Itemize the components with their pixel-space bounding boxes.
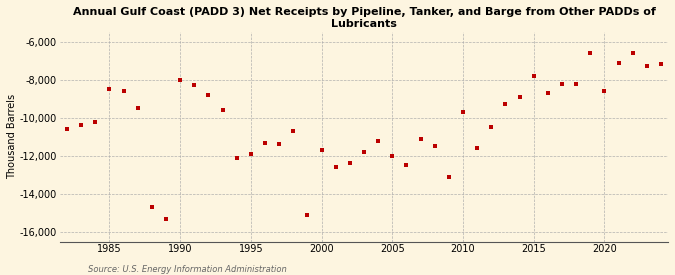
Point: [104, 87, 115, 91]
Point: [529, 74, 539, 78]
Point: [344, 161, 355, 166]
Point: [118, 89, 129, 93]
Point: [429, 144, 440, 148]
Point: [585, 51, 595, 55]
Point: [246, 152, 256, 156]
Point: [627, 51, 638, 55]
Point: [330, 165, 341, 169]
Point: [500, 102, 511, 107]
Point: [61, 127, 72, 131]
Point: [217, 108, 228, 112]
Point: [543, 91, 554, 95]
Point: [47, 167, 58, 171]
Point: [189, 83, 200, 88]
Point: [486, 125, 497, 130]
Point: [232, 156, 242, 160]
Point: [90, 119, 101, 124]
Point: [599, 89, 610, 93]
Point: [387, 154, 398, 158]
Point: [557, 81, 568, 86]
Point: [655, 62, 666, 67]
Point: [316, 148, 327, 152]
Point: [514, 95, 525, 99]
Point: [641, 64, 652, 68]
Point: [132, 106, 143, 111]
Point: [260, 140, 271, 145]
Point: [458, 110, 468, 114]
Point: [358, 150, 369, 154]
Title: Annual Gulf Coast (PADD 3) Net Receipts by Pipeline, Tanker, and Barge from Othe: Annual Gulf Coast (PADD 3) Net Receipts …: [72, 7, 655, 29]
Point: [76, 123, 86, 128]
Text: Source: U.S. Energy Information Administration: Source: U.S. Energy Information Administ…: [88, 265, 286, 274]
Point: [401, 163, 412, 167]
Point: [472, 146, 483, 150]
Point: [415, 136, 426, 141]
Point: [302, 213, 313, 217]
Point: [146, 205, 157, 210]
Point: [175, 78, 186, 82]
Point: [288, 129, 298, 133]
Point: [273, 142, 284, 147]
Point: [443, 175, 454, 179]
Point: [203, 93, 214, 97]
Point: [373, 138, 383, 143]
Point: [613, 60, 624, 65]
Point: [571, 81, 582, 86]
Y-axis label: Thousand Barrels: Thousand Barrels: [7, 94, 17, 179]
Point: [161, 216, 171, 221]
